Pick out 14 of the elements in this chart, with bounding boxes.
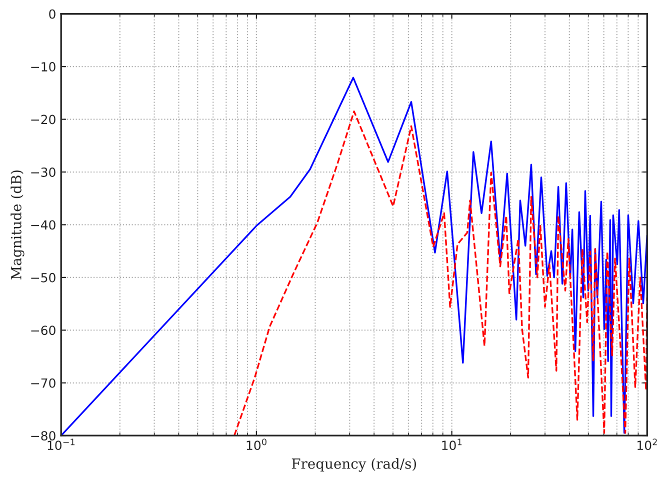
x-tick-label: 10$^{1}$ [442,438,462,450]
y-tick-label: −80 [31,431,56,441]
x-axis-title: Frequency (rad/s) [292,458,416,472]
y-tick-label: −40 [31,220,56,230]
y-tick-label: −60 [31,326,56,336]
y-tick-label: −70 [31,378,56,388]
y-tick-label: −20 [31,114,56,124]
x-tick-label: 10$^{0}$ [246,438,266,450]
y-tick-label: −50 [31,272,56,282]
y-tick-label: 0 [49,9,56,19]
y-axis-title: Magnitude (dB) [10,170,24,280]
x-tick-label: 10$^{2}$ [638,438,657,450]
y-tick-label: −30 [31,167,56,177]
y-tick-label: −10 [31,62,56,72]
